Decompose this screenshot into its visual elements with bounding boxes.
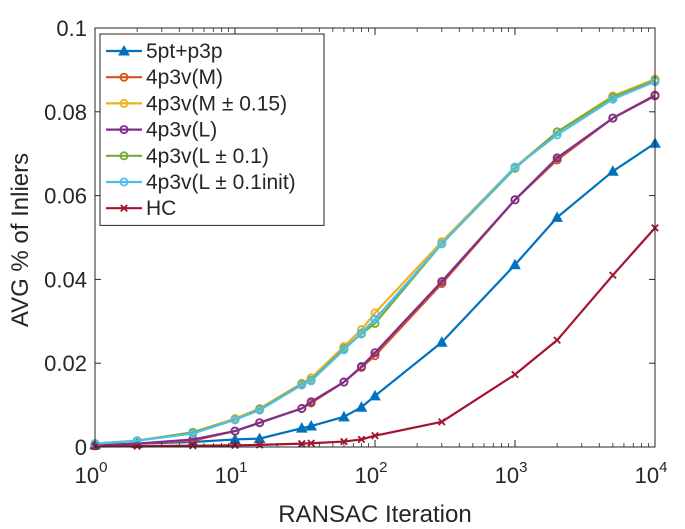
legend-entry: HC bbox=[106, 197, 176, 220]
data-point bbox=[510, 162, 520, 172]
y-tick-label: 0.06 bbox=[44, 184, 87, 209]
data-point bbox=[437, 239, 447, 249]
data-point bbox=[255, 405, 265, 415]
data-point bbox=[370, 348, 380, 358]
data-point bbox=[551, 211, 563, 222]
y-axis-label: AVG % of Inliers bbox=[7, 153, 34, 327]
legend-label: 5pt+p3p bbox=[146, 40, 223, 63]
legend-marker bbox=[119, 125, 129, 135]
legend: 5pt+p3p 4p3v(M) 4p3v(M ± 0.15) 4p3v(L) 4p3v(… bbox=[99, 33, 325, 226]
legend-label: HC bbox=[146, 197, 176, 220]
data-point bbox=[230, 415, 240, 425]
legend-marker bbox=[120, 204, 128, 213]
ticks-layer: 0 0.02 0.04 0.06 0.08 0.1 100 101 102 103 104 bbox=[44, 16, 667, 488]
data-point bbox=[511, 370, 519, 379]
x-tick-label: 100 bbox=[75, 459, 108, 488]
data-point bbox=[339, 345, 349, 355]
data-point bbox=[297, 380, 307, 390]
data-point bbox=[435, 336, 448, 347]
data-point bbox=[510, 195, 520, 205]
data-point bbox=[509, 258, 521, 270]
legend-entry: 4p3v(L ± 0.1init) bbox=[106, 171, 296, 194]
legend-marker bbox=[118, 44, 130, 56]
data-point bbox=[369, 389, 381, 401]
legend-marker bbox=[119, 98, 129, 108]
data-point bbox=[437, 276, 447, 286]
legend-label: 4p3v(L) bbox=[146, 119, 217, 142]
legend-marker bbox=[119, 177, 129, 187]
y-tick-label: 0.1 bbox=[56, 16, 87, 41]
data-point bbox=[607, 165, 619, 176]
data-point bbox=[553, 336, 561, 344]
x-tick-label: 103 bbox=[495, 459, 528, 488]
data-point bbox=[338, 410, 350, 422]
legend-label: 4p3v(L ± 0.1init) bbox=[146, 171, 296, 194]
data-point bbox=[609, 271, 617, 280]
x-tick-label: 102 bbox=[355, 459, 388, 488]
data-point bbox=[339, 377, 349, 387]
legend-label: 4p3v(M) bbox=[146, 66, 223, 89]
legend-entry: 4p3v(L ± 0.1) bbox=[106, 145, 269, 168]
data-point bbox=[370, 308, 380, 318]
data-point bbox=[307, 439, 316, 448]
legend-marker bbox=[119, 72, 129, 82]
data-point bbox=[340, 437, 348, 446]
data-point bbox=[356, 362, 366, 372]
data-point bbox=[188, 429, 198, 439]
data-point bbox=[306, 376, 316, 386]
y-tick-label: 0 bbox=[75, 435, 87, 460]
data-point bbox=[355, 401, 368, 412]
x-axis-label: RANSAC Iteration bbox=[278, 501, 471, 528]
legend-marker bbox=[119, 151, 129, 161]
legend-entry: 4p3v(M ± 0.15) bbox=[106, 92, 287, 115]
data-point bbox=[297, 403, 307, 413]
legend-entry: 5pt+p3p bbox=[106, 40, 223, 63]
data-point bbox=[253, 432, 266, 444]
legend-entry: 4p3v(L) bbox=[106, 119, 217, 142]
x-tick-label: 101 bbox=[215, 459, 248, 488]
data-point bbox=[437, 418, 446, 426]
data-point bbox=[357, 435, 366, 444]
y-tick-label: 0.04 bbox=[44, 267, 87, 292]
data-point bbox=[371, 431, 379, 440]
series-layer bbox=[89, 74, 661, 451]
data-point bbox=[608, 113, 618, 123]
legend-label: 4p3v(L ± 0.1) bbox=[146, 145, 269, 168]
data-point bbox=[370, 314, 380, 324]
data-point bbox=[305, 420, 318, 431]
y-tick-label: 0.08 bbox=[44, 100, 87, 125]
series-3 bbox=[90, 91, 660, 451]
y-tick-label: 0.02 bbox=[44, 351, 87, 376]
data-point bbox=[295, 422, 308, 433]
legend-entry: 4p3v(M) bbox=[106, 66, 223, 89]
data-point bbox=[255, 418, 265, 428]
legend-label: 4p3v(M ± 0.15) bbox=[146, 92, 287, 115]
x-tick-label: 104 bbox=[635, 459, 668, 488]
data-point bbox=[552, 153, 562, 163]
series-line bbox=[94, 94, 656, 447]
data-point bbox=[306, 397, 316, 407]
data-point bbox=[230, 426, 240, 436]
data-point bbox=[552, 130, 562, 140]
data-point bbox=[356, 328, 366, 338]
data-point bbox=[608, 94, 618, 104]
series-line bbox=[94, 80, 656, 445]
